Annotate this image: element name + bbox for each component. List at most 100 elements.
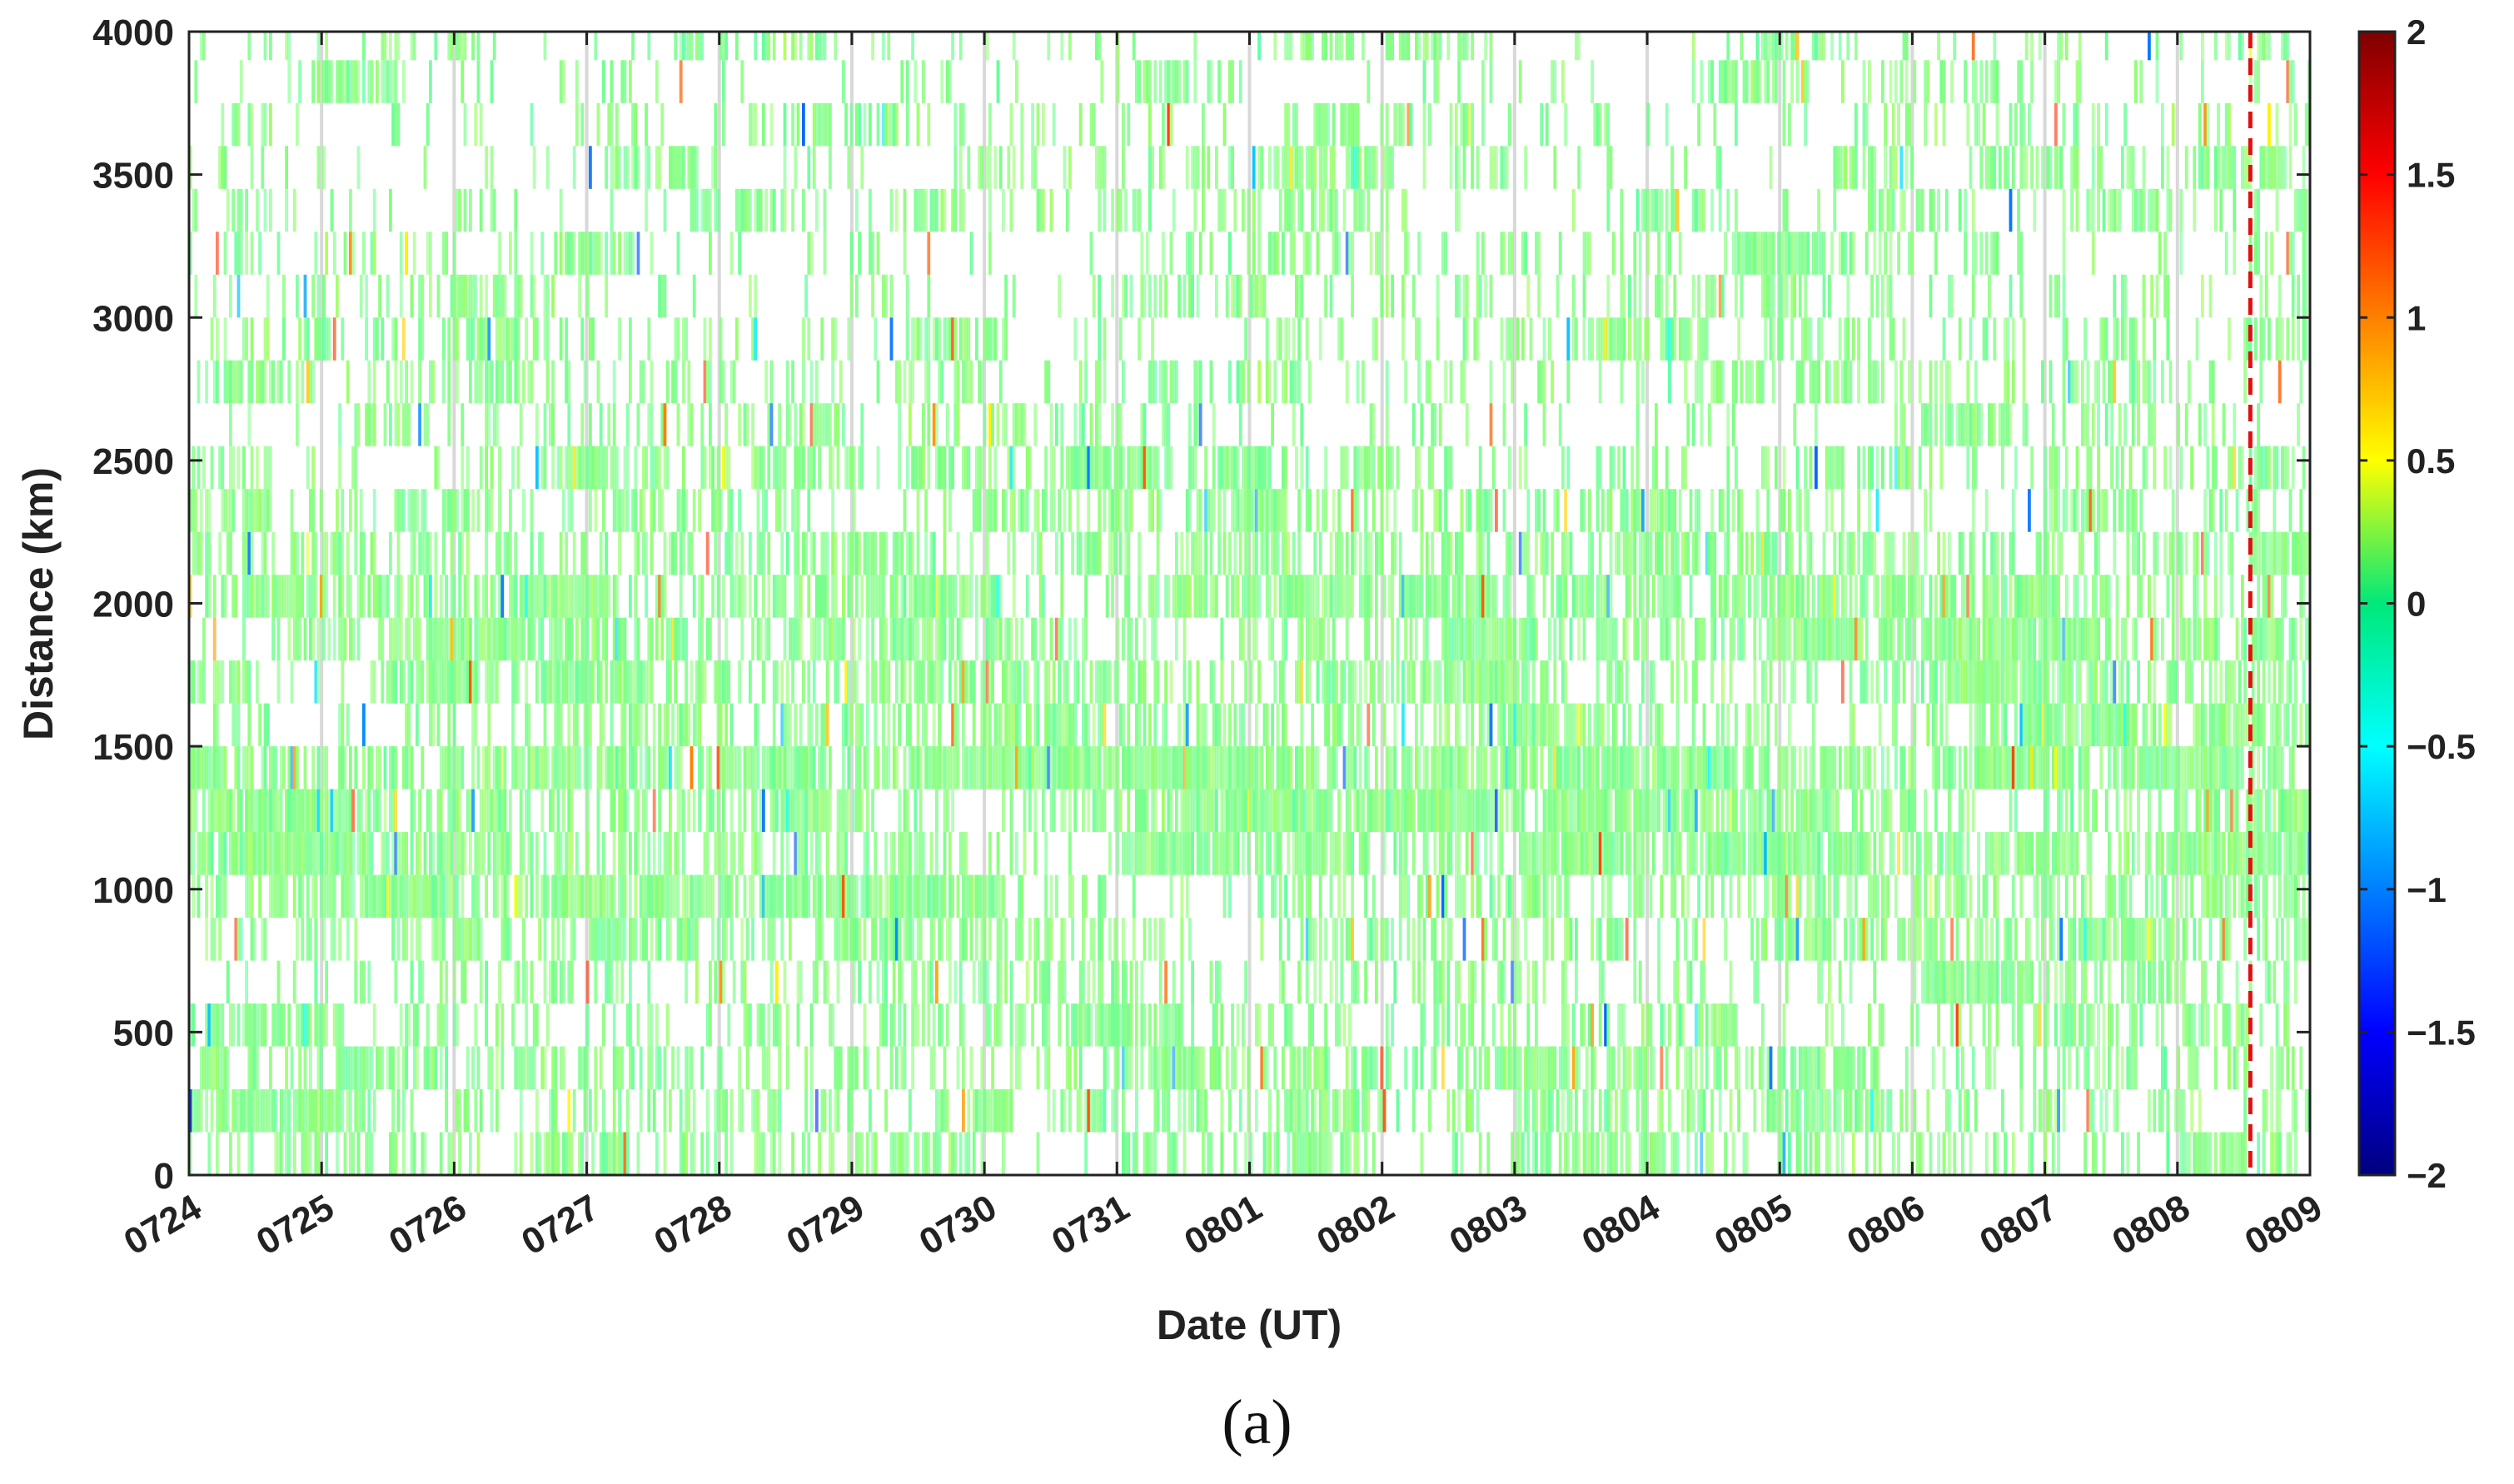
- heatmap-cell: [199, 660, 203, 704]
- heatmap-cell: [882, 1003, 885, 1047]
- heatmap-cell: [855, 918, 859, 961]
- heatmap-cell: [2294, 1132, 2297, 1175]
- heatmap-cell: [1798, 832, 1802, 875]
- heatmap-cell: [2158, 960, 2162, 1004]
- heatmap-cell: [365, 789, 368, 833]
- heatmap-cell: [445, 960, 448, 1004]
- heatmap-cell: [405, 918, 408, 961]
- heatmap-cell: [1484, 660, 1487, 704]
- heatmap-cell: [376, 746, 379, 789]
- heatmap-cell: [418, 789, 421, 833]
- heatmap-cell: [2024, 746, 2029, 789]
- heatmap-cell: [1691, 789, 1695, 833]
- heatmap-cell: [554, 1089, 558, 1133]
- heatmap-cell: [669, 832, 672, 875]
- heatmap-cell: [660, 746, 665, 789]
- heatmap-cell: [1891, 660, 1895, 704]
- heatmap-cell: [1859, 918, 1864, 961]
- heatmap-cell: [296, 832, 299, 875]
- heatmap-cell: [1929, 918, 1933, 961]
- heatmap-cell: [1438, 660, 1442, 704]
- heatmap-cell: [306, 918, 310, 961]
- heatmap-cell: [842, 789, 845, 833]
- heatmap-cell: [416, 1003, 419, 1047]
- heatmap-cell: [898, 1132, 901, 1175]
- heatmap-cell: [1188, 1089, 1192, 1133]
- heatmap-cell: [367, 1046, 371, 1089]
- heatmap-cell: [1438, 746, 1442, 789]
- heatmap-cell: [1740, 789, 1744, 833]
- heatmap-cell: [927, 1132, 931, 1175]
- heatmap-cell: [1428, 874, 1431, 919]
- heatmap-cell: [1988, 960, 1991, 1004]
- heatmap-cell: [2049, 703, 2053, 747]
- heatmap-cell: [2233, 832, 2237, 875]
- heatmap-cell: [1571, 832, 1576, 875]
- heatmap-cell: [1257, 746, 1261, 789]
- heatmap-cell: [1588, 746, 1591, 789]
- heatmap-cell: [1004, 746, 1008, 789]
- heatmap-cell: [762, 746, 765, 789]
- heatmap-cell: [682, 918, 685, 961]
- heatmap-cell: [450, 746, 454, 789]
- heatmap-cell: [1087, 1089, 1091, 1133]
- heatmap-cell: [983, 746, 987, 789]
- heatmap-cell: [1225, 1046, 1229, 1089]
- heatmap-cell: [1651, 789, 1655, 833]
- heatmap-cell: [1628, 746, 1631, 789]
- heatmap-cell: [525, 660, 528, 704]
- heatmap-cell: [1276, 703, 1280, 747]
- heatmap-cell: [2038, 1003, 2042, 1047]
- heatmap-cell: [2123, 746, 2127, 789]
- heatmap-cell: [1351, 960, 1354, 1004]
- heatmap-cell: [1726, 703, 1730, 747]
- heatmap-cell: [1649, 703, 1653, 747]
- heatmap-cell: [1249, 789, 1253, 833]
- heatmap-cell: [1297, 832, 1301, 875]
- heatmap-cell: [1153, 1089, 1157, 1133]
- heatmap-cell: [349, 617, 352, 661]
- heatmap-cell: [1564, 960, 1567, 1004]
- heatmap-cell: [2030, 746, 2034, 789]
- heatmap-cell: [692, 874, 696, 919]
- heatmap-cell: [500, 789, 505, 833]
- heatmap-cell: [948, 746, 952, 789]
- heatmap-cell: [1766, 789, 1770, 833]
- heatmap-cell: [655, 874, 659, 919]
- heatmap-cell: [1542, 918, 1546, 961]
- heatmap-cell: [1484, 832, 1487, 875]
- heatmap-cell: [1162, 1046, 1165, 1089]
- heatmap-cell: [1049, 789, 1053, 833]
- heatmap-cell: [498, 960, 501, 1004]
- heatmap-cell: [365, 1046, 368, 1089]
- heatmap-cell: [231, 832, 235, 875]
- heatmap-cell: [332, 918, 336, 961]
- heatmap-cell: [705, 789, 709, 833]
- heatmap-cell: [495, 1003, 499, 1047]
- heatmap-cell: [316, 660, 321, 704]
- heatmap-cell: [2128, 1003, 2133, 1047]
- heatmap-cell: [1417, 960, 1421, 1004]
- heatmap-cell: [303, 1046, 307, 1089]
- heatmap-cell: [292, 1089, 296, 1133]
- heatmap-cell: [1305, 918, 1309, 961]
- heatmap-cell: [719, 746, 723, 789]
- heatmap-cell: [738, 832, 741, 875]
- heatmap-cell: [416, 1046, 419, 1089]
- heatmap-cell: [1204, 746, 1207, 789]
- heatmap-cell: [1944, 1089, 1949, 1133]
- heatmap-cell: [1859, 789, 1864, 833]
- heatmap-cell: [378, 746, 381, 789]
- heatmap-cell: [2099, 1089, 2103, 1133]
- heatmap-cell: [554, 874, 558, 919]
- heatmap-cell: [1209, 1132, 1213, 1175]
- heatmap-cell: [714, 960, 718, 1004]
- heatmap-cell: [1364, 660, 1367, 704]
- heatmap-cell: [938, 1132, 941, 1175]
- heatmap-cell: [855, 660, 859, 704]
- heatmap-cell: [1431, 746, 1434, 789]
- heatmap-cell: [405, 874, 408, 919]
- heatmap-cell: [370, 832, 374, 875]
- heatmap-cell: [1116, 746, 1120, 789]
- heatmap-cell: [2011, 746, 2015, 789]
